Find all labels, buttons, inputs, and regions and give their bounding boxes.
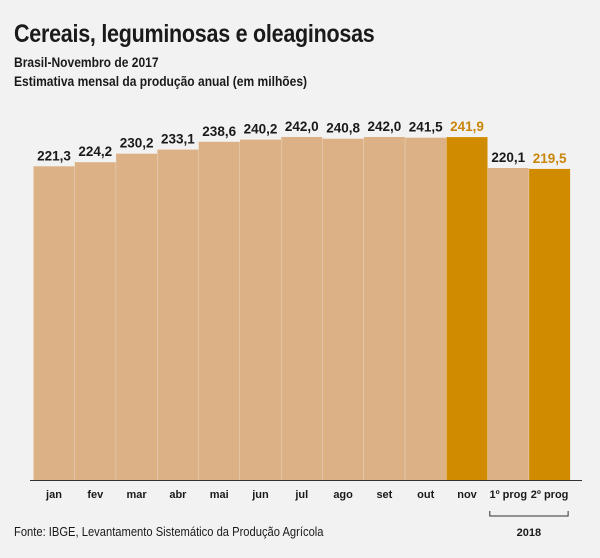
bar	[363, 137, 405, 480]
data-label: 233,1	[161, 132, 195, 147]
category-label: jul	[294, 489, 308, 501]
data-label: 230,2	[120, 136, 154, 151]
chart-title: Cereais, leguminosas e oleaginosas	[14, 20, 375, 48]
bar	[405, 137, 447, 480]
category-label: abr	[169, 489, 187, 501]
data-label: 238,6	[202, 124, 236, 139]
chart-description: Estimativa mensal da produção anual (em …	[14, 73, 308, 89]
category-label: mar	[127, 489, 148, 501]
bar	[74, 162, 116, 480]
bar	[116, 153, 158, 480]
category-label: jan	[45, 489, 62, 501]
category-label: fev	[87, 489, 104, 501]
category-label: nov	[457, 489, 477, 501]
category-label: set	[376, 489, 392, 501]
data-label: 242,0	[285, 119, 319, 134]
data-label: 219,5	[533, 151, 567, 166]
category-label: out	[417, 489, 434, 501]
bar	[446, 137, 488, 480]
category-label: 1º prog	[489, 489, 527, 501]
bar	[198, 141, 240, 481]
source-note: Fonte: IBGE, Levantamento Sistemático da…	[14, 524, 324, 539]
bar	[529, 168, 571, 480]
group-label: 2018	[517, 527, 541, 539]
data-label: 224,2	[78, 144, 112, 159]
data-label: 240,8	[326, 121, 360, 136]
data-label: 241,5	[409, 120, 443, 135]
category-label: 2º prog	[531, 489, 569, 501]
data-label: 242,0	[368, 119, 402, 134]
bar	[487, 168, 529, 480]
bar	[157, 149, 199, 480]
data-label: 241,9	[450, 119, 484, 134]
bar	[322, 138, 364, 480]
group-bracket	[489, 511, 569, 517]
category-label: jun	[251, 489, 269, 501]
bar	[33, 166, 75, 481]
bar	[281, 137, 323, 480]
data-label: 240,2	[244, 122, 278, 137]
category-label: ago	[333, 489, 353, 501]
chart-subtitle: Brasil-Novembro de 2017	[14, 54, 159, 70]
data-label: 221,3	[37, 148, 71, 163]
data-label: 220,1	[491, 150, 525, 165]
bar	[240, 139, 281, 480]
category-label: mai	[210, 489, 229, 501]
